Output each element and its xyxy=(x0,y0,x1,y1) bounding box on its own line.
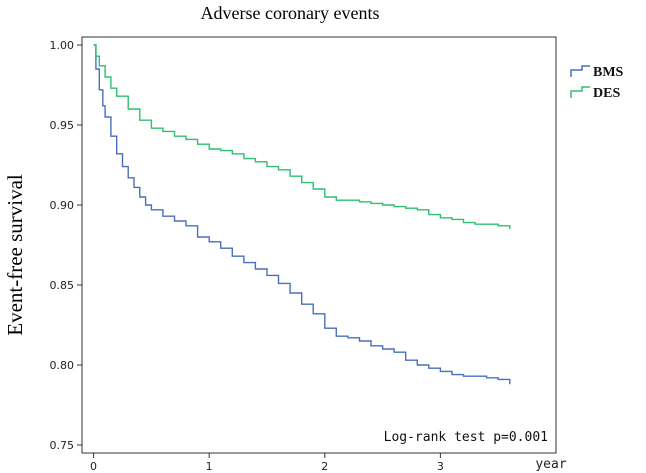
y-axis-label: Event-free survival xyxy=(3,174,27,336)
y-tick-label: 0.80 xyxy=(50,359,75,372)
plot-area xyxy=(81,36,557,454)
series-line-des xyxy=(93,44,511,229)
x-tick-label: 0 xyxy=(90,460,97,473)
log-rank-annotation: Log-rank test p=0.001 xyxy=(384,430,548,445)
y-tick-label: 0.90 xyxy=(50,199,75,212)
legend-label-bms: BMS xyxy=(593,65,624,80)
x-tick-label: 1 xyxy=(206,460,213,473)
legend-swatch-des xyxy=(570,86,590,98)
legend-item-bms: BMS xyxy=(570,65,624,80)
legend-swatch-bms xyxy=(570,65,590,77)
legend-item-des: DES xyxy=(570,86,620,101)
x-tick-label: 3 xyxy=(437,460,444,473)
legend: BMS DES xyxy=(570,65,624,101)
y-tick-label: 0.95 xyxy=(50,119,75,132)
y-axis: 0.75 0.80 0.85 0.90 0.95 1.00 xyxy=(50,39,82,452)
y-tick-label: 0.75 xyxy=(50,439,75,452)
chart-title: Adverse coronary events xyxy=(201,3,380,23)
series-line-bms xyxy=(93,44,511,385)
y-tick-label: 0.85 xyxy=(50,279,75,292)
x-tick-label: 2 xyxy=(321,460,328,473)
series-layer xyxy=(93,44,511,385)
legend-label-des: DES xyxy=(593,86,620,101)
y-tick-label: 1.00 xyxy=(50,39,75,52)
x-axis: 0 1 2 3 xyxy=(90,453,444,473)
x-axis-unit-label: year xyxy=(535,457,566,472)
